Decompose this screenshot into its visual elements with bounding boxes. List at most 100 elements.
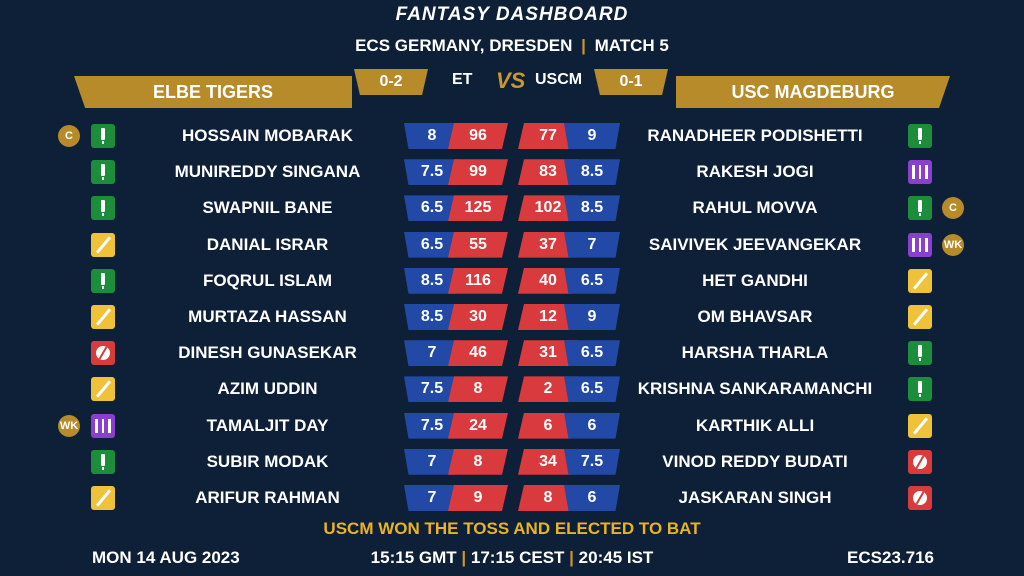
left-player-name: TAMALJIT DAY bbox=[206, 415, 329, 435]
role-glyph bbox=[101, 200, 105, 217]
left-player-name: ARIFUR RAHMAN bbox=[195, 488, 340, 507]
role-glyph bbox=[913, 491, 927, 505]
role-glyph bbox=[912, 272, 929, 290]
right-player-name: KRISHNA SANKARAMANCHI bbox=[637, 379, 873, 399]
player-row-8: AZIM UDDIN 7.5 8 2 6.5 KRISHNA SANKARAMANCHI bbox=[0, 373, 1024, 405]
wicketkeeper-badge: WK bbox=[58, 414, 80, 437]
time-cest: 17:15 CEST bbox=[470, 548, 565, 567]
time-separator: | bbox=[461, 548, 467, 567]
right-player-credits: 7.5 bbox=[564, 448, 620, 475]
subtitle-separator: | bbox=[581, 36, 586, 55]
player-row-3: SWAPNIL BANE 6.5 125 102 8.5 RAHUL MOVVA C bbox=[0, 192, 1024, 224]
allrounder-icon bbox=[91, 486, 115, 510]
team-right-banner: USC MAGDEBURG bbox=[676, 76, 950, 108]
player-row-10: SUBIR MODAK 7 8 34 7.5 VINOD REDDY BUDATI bbox=[0, 446, 1024, 478]
allrounder-icon bbox=[908, 305, 932, 329]
left-player-name: FOQRUL ISLAM bbox=[202, 270, 333, 290]
left-player-name: AZIM UDDIN bbox=[217, 379, 318, 399]
role-glyph bbox=[101, 164, 105, 181]
time-separator: | bbox=[569, 548, 574, 567]
role-glyph bbox=[918, 128, 922, 144]
bat-icon bbox=[91, 268, 115, 293]
team-right-abbr: USCM bbox=[535, 71, 583, 88]
right-player-credits: 8.5 bbox=[564, 159, 620, 186]
left-player-credits: 7 bbox=[404, 448, 460, 475]
right-player-name: RAKESH JOGI bbox=[696, 162, 814, 182]
left-player-points: 55 bbox=[448, 231, 508, 258]
dashboard-title: FANTASY DASHBOARD bbox=[395, 4, 629, 25]
ball-icon bbox=[908, 449, 932, 474]
allrounder-icon bbox=[91, 377, 115, 402]
right-player-credits: 8.5 bbox=[564, 195, 620, 222]
left-player-points: 8 bbox=[448, 376, 508, 403]
bat-icon bbox=[91, 449, 115, 474]
ball-icon bbox=[91, 341, 115, 366]
right-player-name: HARSHA THARLA bbox=[681, 343, 829, 363]
left-player-credits: 8.5 bbox=[404, 267, 460, 294]
wicketkeeper-icon bbox=[91, 413, 115, 438]
role-glyph bbox=[912, 308, 929, 326]
right-player-credits: 6.5 bbox=[564, 267, 620, 294]
right-player-credits: 9 bbox=[564, 123, 620, 149]
left-player-name: SWAPNIL BANE bbox=[202, 198, 333, 218]
role-glyph bbox=[95, 380, 112, 399]
left-player-points: 24 bbox=[448, 412, 508, 439]
left-player-points: 8 bbox=[448, 448, 508, 475]
right-player-credits: 7 bbox=[564, 231, 620, 258]
bat-icon bbox=[908, 377, 932, 402]
role-glyph bbox=[913, 454, 927, 469]
match-date: MON 14 AUG 2023 bbox=[92, 548, 240, 567]
player-row-7: DINESH GUNASEKAR 7 46 31 6.5 HARSHA THARLA bbox=[0, 337, 1024, 369]
time-gmt: 15:15 GMT bbox=[370, 548, 457, 567]
left-player-points: 125 bbox=[448, 195, 508, 222]
toss-result: USCM WON THE TOSS AND ELECTED TO BAT bbox=[323, 519, 701, 538]
match-subtitle: ECS GERMANY, DRESDEN | MATCH 5 bbox=[0, 36, 1024, 56]
role-glyph bbox=[101, 272, 105, 289]
captain-badge: C bbox=[942, 197, 964, 220]
right-player-name: OM BHAVSAR bbox=[697, 307, 813, 326]
team-left-abbr: ET bbox=[452, 71, 473, 88]
time-ist: 20:45 IST bbox=[578, 548, 654, 567]
allrounder-icon bbox=[908, 268, 932, 293]
allrounder-icon bbox=[91, 305, 115, 329]
left-player-name: MUNIREDDY SINGANA bbox=[174, 162, 361, 182]
role-glyph bbox=[101, 128, 105, 144]
left-player-points: 30 bbox=[448, 304, 508, 330]
role-glyph bbox=[912, 416, 929, 435]
player-row-5: FOQRUL ISLAM 8.5 116 40 6.5 HET GANDHI bbox=[0, 265, 1024, 297]
allrounder-icon bbox=[91, 232, 115, 257]
right-player-name: VINOD REDDY BUDATI bbox=[662, 451, 848, 471]
right-player-name: SAIVIVEK JEEVANGEKAR bbox=[648, 234, 862, 254]
bat-icon bbox=[908, 124, 932, 148]
player-row-9: WK TAMALJIT DAY 7.5 24 6 6 KARTHIK ALLI bbox=[0, 410, 1024, 442]
match-time: 15:15 GMT | 17:15 CEST | 20:45 IST bbox=[0, 548, 1024, 568]
wicketkeeper-icon bbox=[908, 160, 932, 185]
role-glyph bbox=[101, 453, 105, 470]
right-player-name: HET GANDHI bbox=[702, 270, 808, 290]
versus-icon: VS bbox=[496, 68, 526, 93]
left-player-name: HOSSAIN MOBARAK bbox=[182, 126, 353, 145]
player-row-11: ARIFUR RAHMAN 7 9 8 6 JASKARAN SINGH bbox=[0, 482, 1024, 514]
role-glyph bbox=[95, 489, 112, 507]
left-player-name: DINESH GUNASEKAR bbox=[178, 343, 357, 363]
ball-icon bbox=[908, 486, 932, 510]
left-player-points: 96 bbox=[448, 123, 508, 149]
left-player-points: 46 bbox=[448, 340, 508, 367]
match-number: MATCH 5 bbox=[594, 36, 669, 55]
right-player-credits: 6 bbox=[564, 412, 620, 439]
team-right-score: 0-1 bbox=[594, 69, 668, 95]
bat-icon bbox=[91, 160, 115, 185]
role-glyph bbox=[912, 237, 928, 252]
right-player-credits: 6.5 bbox=[564, 340, 620, 367]
right-player-name: RAHUL MOVVA bbox=[692, 198, 818, 218]
right-player-name: RANADHEER PODISHETTI bbox=[647, 126, 863, 145]
right-player-name: JASKARAN SINGH bbox=[678, 488, 832, 507]
right-player-credits: 6 bbox=[564, 485, 620, 511]
role-glyph bbox=[918, 381, 922, 398]
role-glyph bbox=[95, 418, 111, 433]
bat-icon bbox=[908, 196, 932, 221]
left-player-name: MURTAZA HASSAN bbox=[188, 307, 347, 326]
role-glyph bbox=[918, 200, 922, 217]
role-glyph bbox=[912, 165, 928, 180]
match-code: ECS23.716 bbox=[847, 548, 934, 567]
